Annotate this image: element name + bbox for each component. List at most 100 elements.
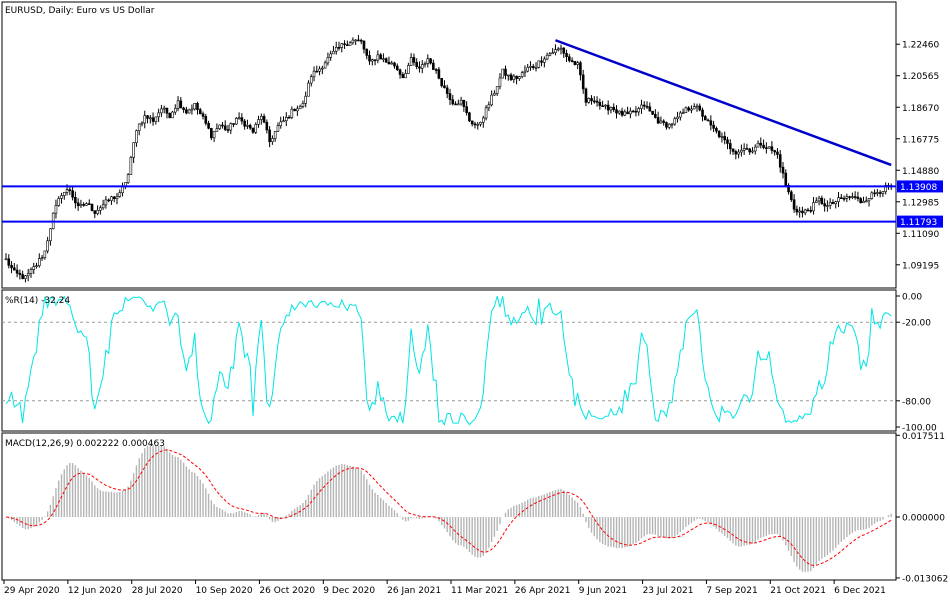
candle-body [93, 210, 97, 214]
candle-body [673, 118, 677, 125]
candle-body [734, 151, 738, 155]
trendline[interactable] [555, 39, 892, 167]
candle-body [612, 106, 616, 110]
candle-body [26, 273, 30, 277]
candle-body [706, 119, 710, 122]
candle-body [606, 104, 610, 111]
candle-body [49, 228, 52, 242]
candle-body [751, 150, 754, 153]
candle-body [146, 115, 149, 119]
candle-body [695, 105, 699, 108]
candle-body [762, 144, 765, 148]
candle-body [79, 204, 83, 207]
williams-r-tick-label: 0.00 [902, 293, 922, 303]
macd-pane[interactable]: 0.017511 0.000000 -0.013062 MACD(12,26,9) … [1, 432, 948, 585]
candle-body [814, 200, 818, 203]
candle-body [171, 111, 174, 119]
candle-body [634, 110, 638, 113]
candle-body [809, 209, 813, 212]
price-tick-label: 1.16775 [902, 135, 939, 145]
horizontal-line-label: 1.11793 [900, 218, 937, 228]
price-chart-title: EURUSD, Daily: Euro vs US Dollar [5, 6, 155, 16]
candle-body [859, 198, 863, 204]
candle-body [479, 121, 482, 125]
macd-label: MACD(12,26,9) 0.002222 0.000463 [5, 439, 165, 449]
candle-body [581, 74, 585, 90]
candle-body [393, 62, 396, 67]
candle-body [384, 58, 388, 63]
price-tick-label: 1.20565 [902, 72, 939, 82]
candle-body [803, 209, 807, 214]
candle-body [21, 274, 24, 279]
candle-body [642, 104, 646, 107]
candle-body [196, 103, 199, 110]
candle-body [778, 154, 782, 168]
candle-body [418, 66, 421, 69]
candle-body [703, 116, 707, 121]
candle-body [165, 107, 169, 114]
candle-body [518, 76, 521, 79]
candle-body [162, 107, 166, 110]
candle-body [354, 39, 357, 42]
horizontal-lines[interactable]: 1.13908 1.11793 [2, 180, 943, 228]
candle-body [584, 88, 588, 103]
candle-body [434, 69, 438, 71]
candle-body [62, 191, 66, 196]
candle-body [698, 105, 702, 111]
candle-body [817, 197, 821, 202]
candle-body [609, 106, 613, 111]
price-tick-label: 1.11090 [902, 230, 939, 240]
williams-r-levels [2, 321, 896, 402]
candle-body [18, 272, 22, 275]
price-pane-frame [1, 1, 897, 289]
candle-body [29, 269, 33, 274]
candle-body [701, 109, 704, 117]
candle-body [37, 258, 41, 266]
williams-r-pane[interactable]: 0.00 -20.00 -80.00 -100.00 %R(14) -32.24 [1, 289, 937, 434]
candle-body [568, 56, 571, 61]
candle-body [4, 258, 8, 261]
candle-body [329, 53, 332, 58]
price-pane[interactable]: 1.13908 1.11793 1.22460 1.20565 1.18670 1.16… [1, 1, 943, 289]
candle-body [631, 110, 635, 113]
candle-body [190, 108, 194, 111]
candle-body [470, 120, 474, 125]
candle-body [679, 112, 682, 118]
candle-body [587, 98, 591, 103]
candle-body [717, 130, 721, 138]
candle-body [262, 116, 266, 123]
candle-body [573, 61, 577, 65]
candle-body [598, 102, 602, 106]
candle-body [223, 125, 227, 130]
candle-body [851, 196, 854, 198]
candle-body [268, 129, 271, 143]
williams-r-tick-label: -20.00 [902, 319, 931, 329]
candle-body [409, 57, 413, 66]
candle-body [404, 73, 407, 79]
candle-body [645, 105, 649, 108]
candle-body [176, 100, 180, 109]
candle-body [604, 104, 607, 107]
candle-body [576, 62, 579, 65]
candle-body [173, 108, 177, 113]
candle-body [71, 190, 74, 198]
price-candles [4, 35, 893, 283]
candle-body [362, 40, 366, 50]
candle-body [870, 192, 874, 199]
candle-body [662, 120, 665, 123]
candle-body [221, 124, 224, 127]
candle-body [365, 48, 369, 56]
candle-body [154, 116, 158, 122]
macd-tick-label: 0.000000 [902, 514, 945, 524]
candle-body [68, 189, 72, 191]
price-tick-label: 1.09195 [902, 261, 939, 271]
candle-body [296, 108, 299, 112]
candle-body [753, 146, 757, 152]
candle-body [54, 205, 58, 214]
candle-body [537, 60, 541, 68]
candle-body [115, 196, 119, 199]
time-tick-label: 26 Apr 2021 [515, 586, 571, 596]
candle-body [501, 68, 505, 79]
candle-body [140, 122, 144, 125]
candle-body [720, 136, 724, 138]
